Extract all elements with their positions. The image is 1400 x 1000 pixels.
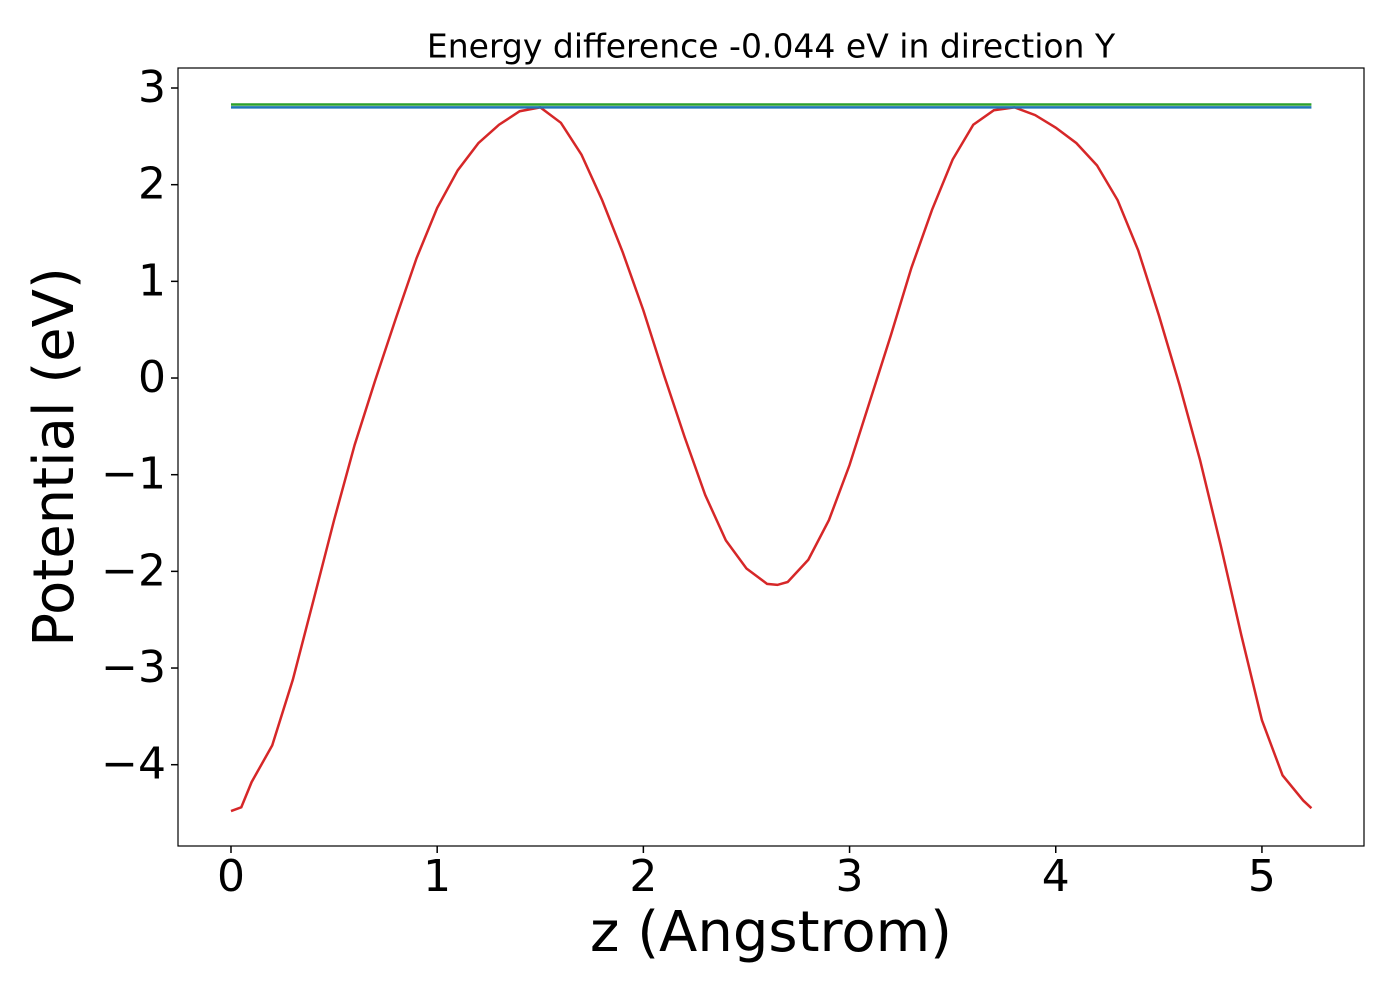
line-series (230, 106, 1313, 813)
x-tick-label: 4 (1042, 851, 1070, 902)
y-tick-label: 3 (138, 62, 166, 113)
x-axis-label: z (Angstrom) (590, 900, 952, 965)
x-tick-label: 5 (1248, 851, 1276, 902)
y-tick-label: −1 (101, 449, 166, 500)
x-tick-label: 1 (423, 851, 451, 902)
y-tick-label: 2 (138, 159, 166, 210)
y-axis-label: Potential (eV) (22, 267, 87, 647)
y-tick-label: −2 (101, 545, 166, 596)
x-tick-label: 3 (836, 851, 864, 902)
chart-title: Energy difference -0.044 eV in direction… (427, 27, 1116, 66)
y-tick-label: 0 (138, 352, 166, 403)
y-tick-label: −4 (101, 739, 166, 790)
y-tick-label: −3 (101, 642, 166, 693)
plot-frame (177, 67, 1365, 847)
x-tick-label: 0 (217, 851, 245, 902)
x-tick-label: 2 (629, 851, 657, 902)
y-tick-label: 1 (138, 255, 166, 306)
